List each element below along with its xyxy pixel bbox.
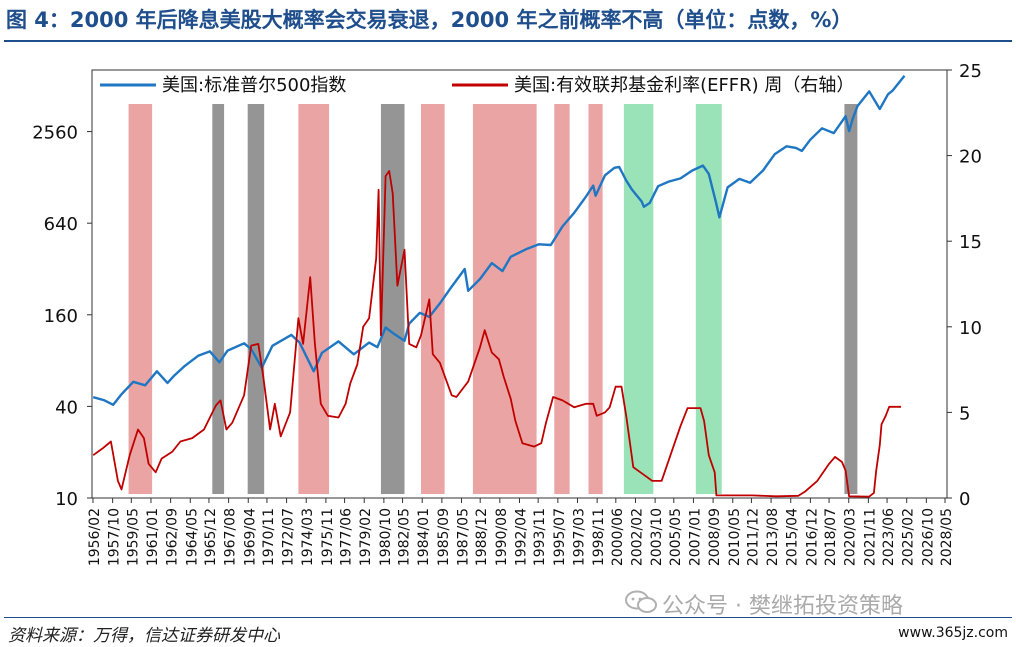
x-tick-label: 2005/05	[668, 508, 684, 566]
highlight-bands	[128, 104, 858, 494]
footer-divider	[4, 617, 1012, 618]
x-tick-label: 2016/12	[804, 508, 820, 566]
left-tick-label: 2560	[32, 123, 78, 144]
legend-label: 美国:有效联邦基金利率(EFFR) 周（右轴）	[514, 75, 854, 96]
series-line-sp500	[92, 75, 906, 406]
highlight-band	[247, 104, 265, 494]
x-tick-label: 2003/10	[649, 508, 665, 566]
right-tick-label: 15	[959, 232, 982, 253]
x-tick-label: 1956/02	[87, 508, 103, 566]
source-note: 资料来源：万得，信达证券研发中心	[8, 626, 280, 646]
x-tick-label: 1979/02	[358, 508, 374, 566]
title-divider	[4, 40, 1012, 42]
highlight-band	[554, 104, 570, 494]
x-tick-label: 1995/07	[552, 508, 568, 566]
x-tick-label: 2025/02	[901, 508, 917, 566]
x-tick-label: 2013/08	[765, 508, 781, 566]
x-tick-label: 1987/05	[456, 508, 472, 566]
highlight-band	[212, 104, 225, 494]
x-tick-label: 1998/11	[591, 508, 607, 566]
x-tick-label: 1965/12	[203, 508, 219, 566]
left-tick-label: 10	[55, 489, 78, 510]
left-tick-label: 160	[44, 306, 78, 327]
x-tick-label: 1964/05	[184, 508, 200, 566]
x-tick-label: 1975/11	[320, 508, 336, 566]
x-tick-label: 2008/09	[707, 508, 723, 566]
x-tick-label: 2018/07	[823, 508, 839, 566]
x-tick-label: 2007/01	[687, 508, 703, 566]
highlight-band	[380, 104, 405, 494]
wechat-icon	[625, 590, 657, 613]
x-tick-label: 1977/06	[339, 508, 355, 566]
site-url: www.365jz.com	[898, 625, 1008, 641]
x-tick-label: 1985/09	[436, 508, 452, 566]
chart-legend: 美国:标准普尔500指数 美国:有效联邦基金利率(EFFR) 周（右轴）	[100, 75, 854, 96]
right-tick-label: 10	[959, 318, 982, 339]
highlight-band	[472, 104, 537, 494]
x-tick-label: 1972/07	[281, 508, 297, 566]
x-tick-label: 1969/04	[242, 508, 258, 566]
highlight-band	[128, 104, 153, 494]
x-tick-label: 1990/08	[494, 508, 510, 566]
x-tick-label: 2000/06	[610, 508, 626, 566]
x-tick-label: 1961/01	[145, 508, 161, 566]
chart-title: 图 4：2000 年后降息美股大概率会交易衰退，2000 年之前概率不高（单位：…	[6, 8, 853, 32]
series-lines	[92, 75, 906, 498]
x-tick-label: 1988/12	[474, 508, 490, 566]
watermark: 公众号 · 樊继拓投资策略	[662, 594, 903, 619]
x-tick-label: 1962/09	[165, 508, 181, 566]
x-tick-label: 1959/05	[125, 508, 141, 566]
x-tick-label: 1967/08	[223, 508, 239, 566]
x-tick-label: 1993/11	[532, 508, 548, 566]
right-tick-label: 0	[959, 489, 970, 510]
x-tick-label: 2026/10	[920, 508, 936, 566]
x-tick-label: 2015/04	[785, 508, 801, 566]
x-tick-label: 2021/11	[862, 508, 878, 566]
highlight-band	[695, 104, 722, 494]
right-tick-label: 20	[959, 147, 982, 168]
left-tick-label: 40	[55, 397, 78, 418]
x-tick-label: 1992/04	[514, 508, 530, 566]
highlight-band	[844, 104, 858, 494]
x-tick-label: 2020/03	[843, 508, 859, 566]
x-tick-label: 2002/02	[629, 508, 645, 566]
x-tick-label: 1980/10	[378, 508, 394, 566]
right-tick-label: 5	[959, 403, 970, 424]
highlight-band	[298, 104, 330, 494]
x-tick-label: 2028/05	[939, 508, 955, 566]
x-tick-label: 1982/05	[397, 508, 413, 566]
highlight-band	[588, 104, 603, 494]
series-line-effr	[92, 170, 901, 498]
x-tick-label: 1974/03	[300, 508, 316, 566]
x-tick-label: 1984/01	[416, 508, 432, 566]
left-tick-label: 640	[44, 214, 78, 235]
x-tick-label: 2011/12	[745, 508, 761, 566]
x-tick-label: 1957/10	[107, 508, 123, 566]
x-tick-label: 1970/11	[261, 508, 277, 566]
highlight-band	[421, 104, 445, 494]
x-tick-label: 2010/05	[727, 508, 743, 566]
legend-label: 美国:标准普尔500指数	[162, 75, 346, 96]
x-tick-label: 2023/06	[881, 508, 897, 566]
right-tick-label: 25	[959, 61, 982, 82]
x-tick-label: 1997/03	[571, 508, 587, 566]
